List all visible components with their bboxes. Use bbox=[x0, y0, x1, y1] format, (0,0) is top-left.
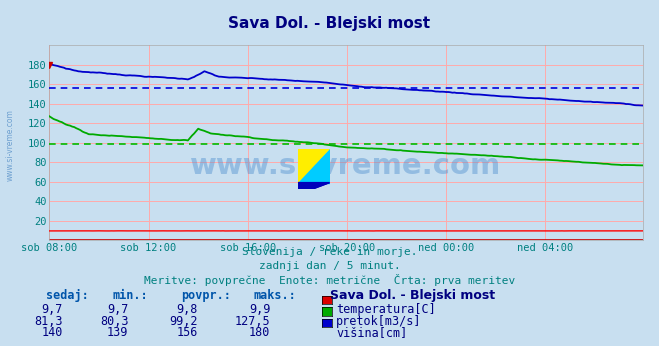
Text: www.si-vreme.com: www.si-vreme.com bbox=[5, 109, 14, 181]
Text: 140: 140 bbox=[42, 326, 63, 339]
Polygon shape bbox=[298, 149, 330, 183]
Text: sedaj:: sedaj: bbox=[46, 289, 89, 302]
Text: 180: 180 bbox=[249, 326, 270, 339]
Text: 139: 139 bbox=[107, 326, 129, 339]
Polygon shape bbox=[298, 149, 330, 183]
Text: min.:: min.: bbox=[112, 289, 148, 302]
Text: 156: 156 bbox=[177, 326, 198, 339]
Text: 9,8: 9,8 bbox=[177, 303, 198, 317]
Text: maks.:: maks.: bbox=[254, 289, 297, 302]
Text: Sava Dol. - Blejski most: Sava Dol. - Blejski most bbox=[229, 16, 430, 30]
Text: www.si-vreme.com: www.si-vreme.com bbox=[190, 152, 501, 180]
Text: zadnji dan / 5 minut.: zadnji dan / 5 minut. bbox=[258, 261, 401, 271]
Text: 9,7: 9,7 bbox=[107, 303, 129, 317]
Text: Slovenija / reke in morje.: Slovenija / reke in morje. bbox=[242, 247, 417, 257]
Text: 9,7: 9,7 bbox=[42, 303, 63, 317]
Text: temperatura[C]: temperatura[C] bbox=[336, 303, 436, 317]
Text: višina[cm]: višina[cm] bbox=[336, 326, 407, 339]
Text: 80,3: 80,3 bbox=[100, 315, 129, 328]
Text: 81,3: 81,3 bbox=[34, 315, 63, 328]
Text: Sava Dol. - Blejski most: Sava Dol. - Blejski most bbox=[330, 289, 495, 302]
Text: 127,5: 127,5 bbox=[235, 315, 270, 328]
Polygon shape bbox=[298, 183, 330, 189]
Text: 99,2: 99,2 bbox=[169, 315, 198, 328]
Text: pretok[m3/s]: pretok[m3/s] bbox=[336, 315, 422, 328]
Text: Meritve: povprečne  Enote: metrične  Črta: prva meritev: Meritve: povprečne Enote: metrične Črta:… bbox=[144, 274, 515, 286]
Text: 9,9: 9,9 bbox=[249, 303, 270, 317]
Polygon shape bbox=[298, 183, 330, 189]
Text: povpr.:: povpr.: bbox=[181, 289, 231, 302]
